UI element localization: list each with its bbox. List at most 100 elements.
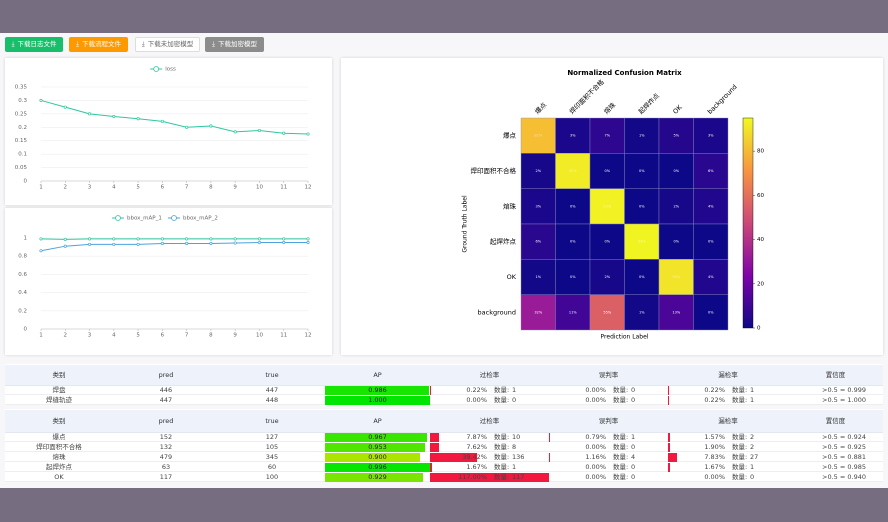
- count-value: 0: [631, 386, 636, 394]
- point: [209, 124, 213, 128]
- x-tick-label: 12: [305, 333, 312, 339]
- point: [160, 241, 164, 246]
- y-tick-label: 0.05: [15, 165, 28, 171]
- heat-cell: [555, 117, 591, 154]
- x-tick-label: 4: [112, 185, 116, 191]
- count-value: 0: [750, 473, 755, 481]
- point: [136, 237, 140, 241]
- heat-cell: [693, 259, 729, 295]
- rate-bar: [668, 462, 670, 472]
- ap-bar: [325, 462, 430, 472]
- point: [160, 119, 164, 123]
- y-tick-label: 0.4: [18, 290, 27, 296]
- x-tick-label: 11: [280, 185, 287, 191]
- button-label: 下载加密模型: [217, 40, 257, 48]
- point: [87, 112, 92, 116]
- cell-label: 0%: [604, 169, 610, 173]
- point: [282, 131, 286, 135]
- point: [87, 242, 92, 246]
- heat-cell: [520, 117, 556, 154]
- rate-bar: [430, 442, 440, 452]
- confidence: >0.5 = 0.940: [822, 473, 866, 481]
- count-value: 4: [631, 453, 636, 461]
- confidence: >0.5 = 0.999: [822, 386, 866, 394]
- cell-label: 92%: [569, 169, 577, 173]
- cell-label: 2%: [535, 169, 541, 173]
- cell-label: 93%: [603, 204, 611, 208]
- count-label: 数量:: [494, 386, 510, 394]
- point: [257, 128, 262, 133]
- rate-label: 0.00%: [585, 473, 606, 481]
- download-plain-model-button[interactable]: ⤓ 下载未加密模型: [135, 37, 200, 52]
- colorbar-tick-label: 60: [757, 193, 764, 199]
- loss-panel: [5, 58, 332, 205]
- x-tick-label: 6: [161, 333, 165, 339]
- button-label: 下载日志文件: [17, 40, 57, 48]
- x-tick-label: 12: [305, 185, 312, 191]
- rate-label: 0.00%: [585, 463, 606, 471]
- point: [63, 105, 67, 109]
- count-value: 136: [512, 453, 525, 461]
- point: [306, 241, 310, 245]
- rate-bar: [549, 452, 551, 462]
- rate-bar: [668, 432, 670, 442]
- rate-label: 7.62%: [466, 443, 487, 451]
- cell-label: 3%: [535, 204, 541, 208]
- point: [233, 241, 237, 245]
- point: [257, 237, 262, 241]
- rate-label: 0.22%: [466, 386, 487, 394]
- heat-cell: [658, 188, 694, 225]
- download-log-button[interactable]: ⤓ 下载日志文件: [5, 37, 63, 52]
- ap-bar: [325, 442, 426, 452]
- legend-label: bbox_mAP_2: [183, 216, 218, 222]
- column-header: 过检率: [479, 417, 500, 425]
- x-tick-label: 8: [209, 333, 213, 339]
- rate-bar: [430, 472, 549, 482]
- heat-cell: [658, 153, 694, 189]
- column-header: 置信度: [825, 417, 846, 425]
- count-label: 数量:: [494, 453, 510, 461]
- rate-label: 0.00%: [585, 386, 606, 394]
- count-value: 2: [750, 443, 755, 451]
- x-tick-label: 2: [64, 185, 68, 191]
- download-encrypted-model-button[interactable]: ⤓ 下载加密模型: [205, 37, 264, 52]
- cell-label: 90%: [672, 275, 680, 279]
- cell-label: 5%: [673, 134, 679, 138]
- ap-label: 0.986: [368, 386, 387, 394]
- count-label: 数量:: [732, 473, 748, 481]
- cell-label: 0%: [570, 240, 576, 244]
- colorbar-tick-label: 80: [757, 149, 764, 155]
- count-value: 0: [631, 463, 636, 471]
- cell: 焊盘: [52, 386, 66, 394]
- column-header: 类别: [52, 371, 66, 379]
- confidence: >0.5 = 0.985: [822, 463, 866, 471]
- point: [209, 237, 213, 241]
- column-header: AP: [373, 417, 382, 425]
- column-header: AP: [373, 371, 382, 379]
- cell-label: 1%: [639, 134, 645, 138]
- point: [63, 237, 67, 241]
- x-tick-label: 5: [136, 333, 140, 339]
- point: [306, 237, 310, 241]
- cell-label: 6%: [535, 240, 541, 244]
- count-value: 1: [750, 386, 755, 394]
- count-label: 数量:: [732, 433, 748, 441]
- table-header: [5, 410, 883, 433]
- y-category-label: OK: [507, 273, 517, 281]
- point: [257, 241, 262, 245]
- y-tick-label: 0: [24, 327, 28, 333]
- y-category-label: 焊印面积不合格: [471, 166, 517, 175]
- x-tick-label: 8: [209, 185, 213, 191]
- cell-label: 7%: [604, 134, 610, 138]
- download-flow-button[interactable]: ⤓ 下载流程文件: [69, 37, 128, 52]
- column-header: pred: [158, 417, 174, 425]
- x-tick-label: 7: [185, 185, 189, 191]
- y-tick-label: 0.15: [15, 138, 28, 144]
- map-panel: [5, 208, 332, 355]
- y-tick-label: 0.6: [18, 272, 27, 278]
- y-tick-label: 0.25: [15, 111, 28, 117]
- x-tick-label: 10: [256, 333, 263, 339]
- y-tick-label: 1: [24, 236, 28, 242]
- point: [39, 237, 43, 241]
